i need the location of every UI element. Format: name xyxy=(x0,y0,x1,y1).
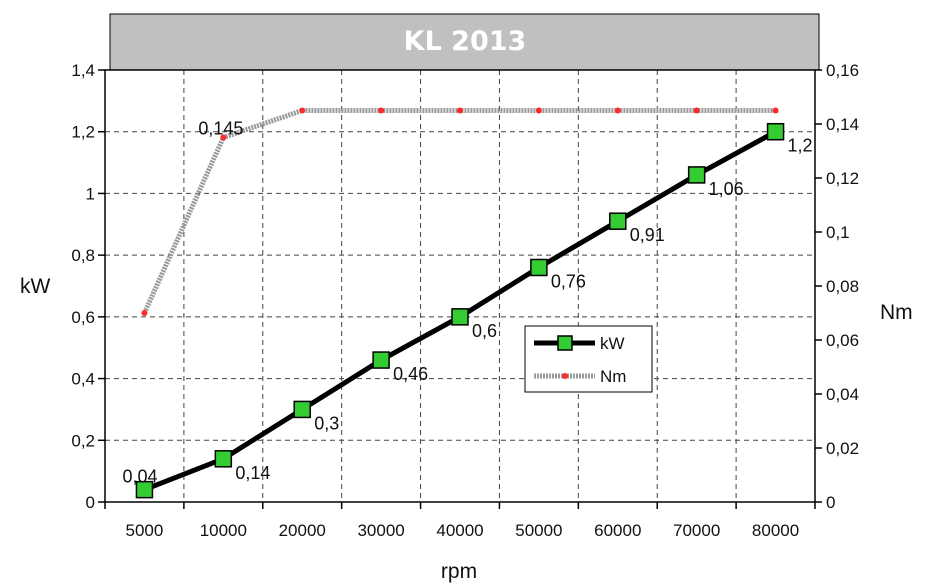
data-label-kw: 0,04 xyxy=(122,467,157,487)
y2-tick-label: 0,08 xyxy=(826,277,859,296)
y2-tick-label: 0,16 xyxy=(826,61,859,80)
legend-box xyxy=(524,325,653,393)
series-nm-point xyxy=(141,310,148,316)
x-tick-label: 50000 xyxy=(515,521,562,540)
series-layer xyxy=(135,107,785,499)
series-kw-point xyxy=(214,450,233,468)
y-tick-label: 0,2 xyxy=(71,431,95,450)
series-nm-point xyxy=(614,107,621,114)
data-label-kw: 0,6 xyxy=(472,321,497,341)
y2-tick-label: 0,04 xyxy=(826,385,859,404)
series-kw-point xyxy=(766,122,785,141)
data-label-nm: 0,145 xyxy=(198,119,243,139)
x-tick-label: 70000 xyxy=(673,521,720,540)
x-tick-label: 10000 xyxy=(200,521,247,540)
series-nm-point xyxy=(299,107,306,114)
y2-tick-label: 0,06 xyxy=(826,331,859,350)
legend-nm-marker xyxy=(562,373,568,379)
grid xyxy=(105,70,815,502)
axes: 0 0,2 0,4 0,6 0,8 1 1,2 1,4 0 0,02 0,04 0,06 0,08 0,1… xyxy=(71,61,859,540)
series-nm-point xyxy=(693,107,700,114)
legend-kw-marker xyxy=(557,335,573,351)
x-tick-label: 40000 xyxy=(436,521,483,540)
data-label-kw: 1,2 xyxy=(788,136,813,156)
y-tick-label: 1 xyxy=(86,184,95,203)
y-tick-label: 0 xyxy=(86,493,95,512)
x-tick-label: 20000 xyxy=(279,521,326,540)
x-tick-label: 30000 xyxy=(357,521,404,540)
series-nm-point xyxy=(772,107,779,114)
x-tick-label: 60000 xyxy=(594,521,641,540)
series-nm-point xyxy=(457,107,463,114)
legend-nm-label: Nm xyxy=(600,367,626,386)
series-kw-point xyxy=(609,212,627,230)
y2-tick-label: 0,12 xyxy=(826,169,859,188)
x-tick-label: 5000 xyxy=(126,521,164,540)
series-nm-line xyxy=(142,108,776,315)
y2-axis-title: Nm xyxy=(880,301,913,324)
data-label-kw: 0,76 xyxy=(551,271,586,291)
data-label-kw: 1,06 xyxy=(709,179,744,199)
data-label-kw: 0,14 xyxy=(235,463,270,483)
data-label-kw: 0,91 xyxy=(630,225,665,245)
series-kw-point xyxy=(135,480,154,499)
y2-tick-label: 0,14 xyxy=(826,115,859,134)
y2-tick-label: 0 xyxy=(826,493,835,512)
series-nm-point xyxy=(220,134,227,141)
y-tick-label: 1,2 xyxy=(71,123,95,142)
y-tick-label: 0,4 xyxy=(71,370,95,389)
series-kw-point xyxy=(530,258,548,277)
y-tick-label: 0,6 xyxy=(71,308,95,327)
legend-kw-label: kW xyxy=(600,334,625,353)
y-axis-title: kW xyxy=(20,275,51,298)
x-axis-title: rpm xyxy=(441,560,477,583)
title-background xyxy=(109,13,820,71)
series-kw-point xyxy=(293,400,311,419)
y2-tick-label: 0,02 xyxy=(826,439,859,458)
data-label-kw: 0,3 xyxy=(314,413,339,433)
series-kw-point xyxy=(451,308,469,326)
series-nm-point xyxy=(378,107,385,114)
title-group: KL 2013 xyxy=(109,13,820,71)
series-kw-point xyxy=(687,166,706,184)
y-tick-label: 0,8 xyxy=(71,246,95,265)
y2-tick-label: 0,1 xyxy=(826,223,850,242)
y-tick-label: 1,4 xyxy=(71,61,95,80)
series-kw-point xyxy=(372,351,390,369)
data-label-kw: 0,46 xyxy=(393,364,428,384)
labels-layer: 0,04 0,14 0,3 0,46 0,6 0,76 0,91 1,06 1,2 0,145 xyxy=(122,119,812,487)
chart-title: KL 2013 xyxy=(404,26,527,57)
series-nm-point xyxy=(535,107,542,114)
legend: kW Nm xyxy=(524,325,653,393)
x-tick-label: 80000 xyxy=(752,521,799,540)
